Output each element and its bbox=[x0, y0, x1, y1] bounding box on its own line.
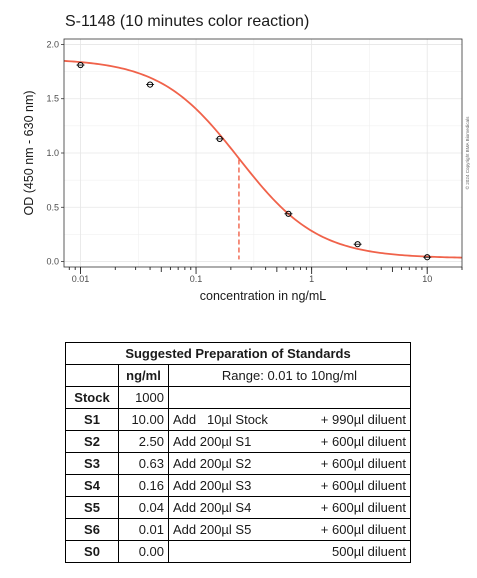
standard-concentration: 1000 bbox=[118, 386, 169, 409]
chart-title: S-1148 (10 minutes color reaction) bbox=[65, 13, 309, 30]
x-axis-title: concentration in ng/mL bbox=[200, 289, 327, 303]
standard-name: S0 bbox=[65, 540, 119, 563]
add-instruction: Add 200µl S4 bbox=[173, 500, 252, 515]
add-instruction: Add 200µl S3 bbox=[173, 478, 252, 493]
diluent-instruction: + 990µl diluent bbox=[320, 412, 406, 427]
fit-curve-layer bbox=[63, 60, 463, 260]
standards-table: Suggested Preparation of Standards ng/ml… bbox=[65, 342, 411, 563]
unit-header: ng/ml bbox=[118, 364, 169, 387]
data-point bbox=[216, 135, 223, 142]
diluent-instruction: 500µl diluent bbox=[332, 544, 406, 559]
preparation-instruction: Add 200µl S3 + 600µl diluent bbox=[168, 474, 411, 497]
x-tick-label: 0.01 bbox=[72, 274, 90, 284]
table-title-row: Suggested Preparation of Standards bbox=[65, 342, 411, 365]
fit-curve bbox=[63, 60, 463, 259]
standard-name: S1 bbox=[65, 408, 119, 431]
add-instruction: Add 200µl S1 bbox=[173, 434, 252, 449]
grid bbox=[64, 39, 462, 267]
table-title: Suggested Preparation of Standards bbox=[65, 342, 411, 365]
add-instruction: Add 10µl Stock bbox=[173, 412, 268, 427]
standard-concentration: 0.00 bbox=[118, 540, 169, 563]
y-axis-title: OD (450 nm - 630 nm) bbox=[22, 90, 36, 215]
header-blank-cell bbox=[65, 364, 119, 387]
data-point bbox=[77, 61, 84, 69]
preparation-instruction: Add 10µl Stock + 990µl diluent bbox=[168, 408, 411, 431]
data-point bbox=[424, 254, 431, 261]
x-tick-label: 1 bbox=[309, 274, 314, 284]
range-header: Range: 0.01 to 10ng/ml bbox=[168, 364, 411, 387]
data-points bbox=[76, 61, 432, 261]
standard-name: S6 bbox=[65, 518, 119, 541]
standard-concentration: 0.01 bbox=[118, 518, 169, 541]
standard-concentration: 0.04 bbox=[118, 496, 169, 519]
add-instruction: Add 200µl S5 bbox=[173, 522, 252, 537]
standard-concentration: 2.50 bbox=[118, 430, 169, 453]
diluent-instruction: + 600µl diluent bbox=[320, 434, 406, 449]
data-point bbox=[146, 81, 154, 88]
table-row: S1 10.00 Add 10µl Stock + 990µl diluent bbox=[65, 408, 411, 431]
diluent-instruction: + 600µl diluent bbox=[320, 456, 406, 471]
axes: 0.01 0.1 1 10 0.0 0.5 1.0 1.5 2.0 bbox=[46, 38, 463, 284]
table-row: Stock 1000 bbox=[65, 386, 411, 409]
y-tick-label: 1.5 bbox=[46, 94, 59, 104]
standard-name: S4 bbox=[65, 474, 119, 497]
data-point bbox=[285, 210, 292, 217]
diluent-instruction: + 600µl diluent bbox=[320, 522, 406, 537]
table-row: S5 0.04 Add 200µl S4 + 600µl diluent bbox=[65, 496, 411, 519]
table-row: S3 0.63 Add 200µl S2 + 600µl diluent bbox=[65, 452, 411, 475]
preparation-instruction: Add 200µl S2 + 600µl diluent bbox=[168, 452, 411, 475]
standard-concentration: 10.00 bbox=[118, 408, 169, 431]
table-row: S6 0.01 Add 200µl S5 + 600µl diluent bbox=[65, 518, 411, 541]
standard-name: S2 bbox=[65, 430, 119, 453]
copyright-note: © 2024 Copyright BMA Biomedicals bbox=[464, 116, 470, 190]
table-row: S0 0.00 500µl diluent bbox=[65, 540, 411, 563]
standard-name: S3 bbox=[65, 452, 119, 475]
x-tick-label: 0.1 bbox=[190, 274, 203, 284]
y-tick-label: 0.5 bbox=[46, 202, 59, 212]
x-tick-label: 10 bbox=[422, 274, 432, 284]
table-row: S4 0.16 Add 200µl S3 + 600µl diluent bbox=[65, 474, 411, 497]
preparation-instruction: Add 200µl S5 + 600µl diluent bbox=[168, 518, 411, 541]
preparation-instruction: Add 200µl S1 + 600µl diluent bbox=[168, 430, 411, 453]
diluent-instruction: + 600µl diluent bbox=[320, 478, 406, 493]
standard-name: S5 bbox=[65, 496, 119, 519]
standard-concentration: 0.63 bbox=[118, 452, 169, 475]
standard-curve-chart: S-1148 (10 minutes color reaction) 0.01 0… bbox=[22, 13, 470, 303]
table-row: S2 2.50 Add 200µl S1 + 600µl diluent bbox=[65, 430, 411, 453]
data-point bbox=[354, 241, 361, 248]
add-instruction: Add 200µl S2 bbox=[173, 456, 252, 471]
preparation-instruction: 500µl diluent bbox=[168, 540, 411, 563]
y-tick-label: 0.0 bbox=[46, 257, 59, 267]
preparation-instruction bbox=[168, 386, 411, 409]
standard-concentration: 0.16 bbox=[118, 474, 169, 497]
standard-name: Stock bbox=[65, 386, 119, 409]
y-tick-label: 2.0 bbox=[46, 39, 59, 49]
y-tick-label: 1.0 bbox=[46, 148, 59, 158]
table-header-row: ng/ml Range: 0.01 to 10ng/ml bbox=[65, 364, 411, 387]
diluent-instruction: + 600µl diluent bbox=[320, 500, 406, 515]
preparation-instruction: Add 200µl S4 + 600µl diluent bbox=[168, 496, 411, 519]
